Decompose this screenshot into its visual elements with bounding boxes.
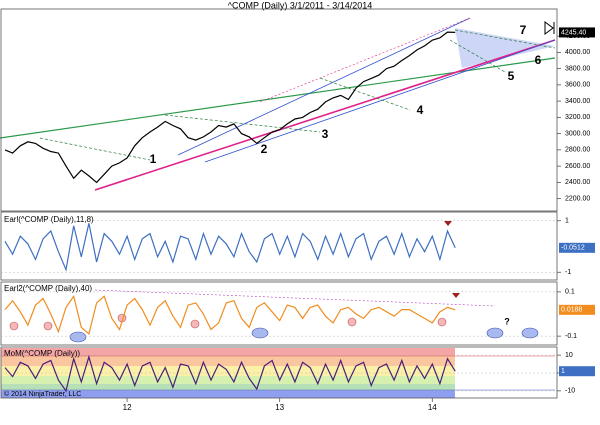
trendlines xyxy=(0,17,556,307)
cycle-markers xyxy=(9,221,539,343)
y-tick-label: -1 xyxy=(565,269,571,276)
y-tick-label: 4000.00 xyxy=(565,49,590,56)
y-tick-label: 3600.00 xyxy=(565,82,590,89)
y-tick-label: 0.1 xyxy=(565,289,575,296)
annotation: 5 xyxy=(508,69,515,83)
last-value-box xyxy=(559,27,595,38)
y-tick-label: 3200.00 xyxy=(565,114,590,121)
annotation: 7 xyxy=(520,23,527,37)
last-value-label: 4245.40 xyxy=(561,29,586,36)
copyright: © 2014 NinjaTrader, LLC xyxy=(4,390,81,398)
panel-title: Earl2(^COMP (Daily),40) xyxy=(4,284,92,293)
last-value-label: -0.0512 xyxy=(561,245,585,252)
y-tick-label: 2400.00 xyxy=(565,179,590,186)
panel-frame xyxy=(0,211,558,281)
annotation: 2 xyxy=(261,142,268,156)
x-tick-label: 13 xyxy=(275,403,284,412)
y-tick-label: 2600.00 xyxy=(565,163,590,170)
mom-bands xyxy=(1,348,555,398)
series-line xyxy=(4,31,456,184)
last-value-box xyxy=(559,366,595,377)
y-tick-label: 3000.00 xyxy=(565,130,590,137)
y-tick-label: 1 xyxy=(565,218,569,225)
x-tick-label: 12 xyxy=(123,403,132,412)
y-tick-label: 3400.00 xyxy=(565,98,590,105)
x-tick-label: 14 xyxy=(428,403,437,412)
annotation: ? xyxy=(504,316,510,326)
last-value-box xyxy=(559,242,595,253)
annotation: 3 xyxy=(322,127,329,141)
last-value-label: 0.0188 xyxy=(561,307,583,314)
y-tick-label: -10 xyxy=(565,388,575,395)
y-tick-label: 2200.00 xyxy=(565,195,590,202)
panel-frame xyxy=(0,346,558,399)
panel-title: MoM(^COMP (Daily)) xyxy=(4,349,80,358)
chart-title: ^COMP (Daily) 3/1/2011 - 3/14/2014 xyxy=(228,0,372,10)
last-value-box xyxy=(559,304,595,315)
y-tick-label: -0.1 xyxy=(565,333,577,340)
last-value-label: 1 xyxy=(561,368,565,375)
y-tick-label: 10 xyxy=(565,352,573,359)
panel-frame xyxy=(0,8,558,212)
annotation: 4 xyxy=(417,103,424,117)
series-line xyxy=(4,294,456,335)
y-tick-label: 2800.00 xyxy=(565,147,590,154)
panel-frame xyxy=(0,281,558,346)
annotation: 1 xyxy=(150,152,157,166)
y-tick-label: 3800.00 xyxy=(565,65,590,72)
series-line xyxy=(4,354,456,393)
series-line xyxy=(4,223,456,272)
panel-title: Earl(^COMP (Daily),11,8) xyxy=(4,215,94,224)
annotation: 6 xyxy=(535,53,542,67)
